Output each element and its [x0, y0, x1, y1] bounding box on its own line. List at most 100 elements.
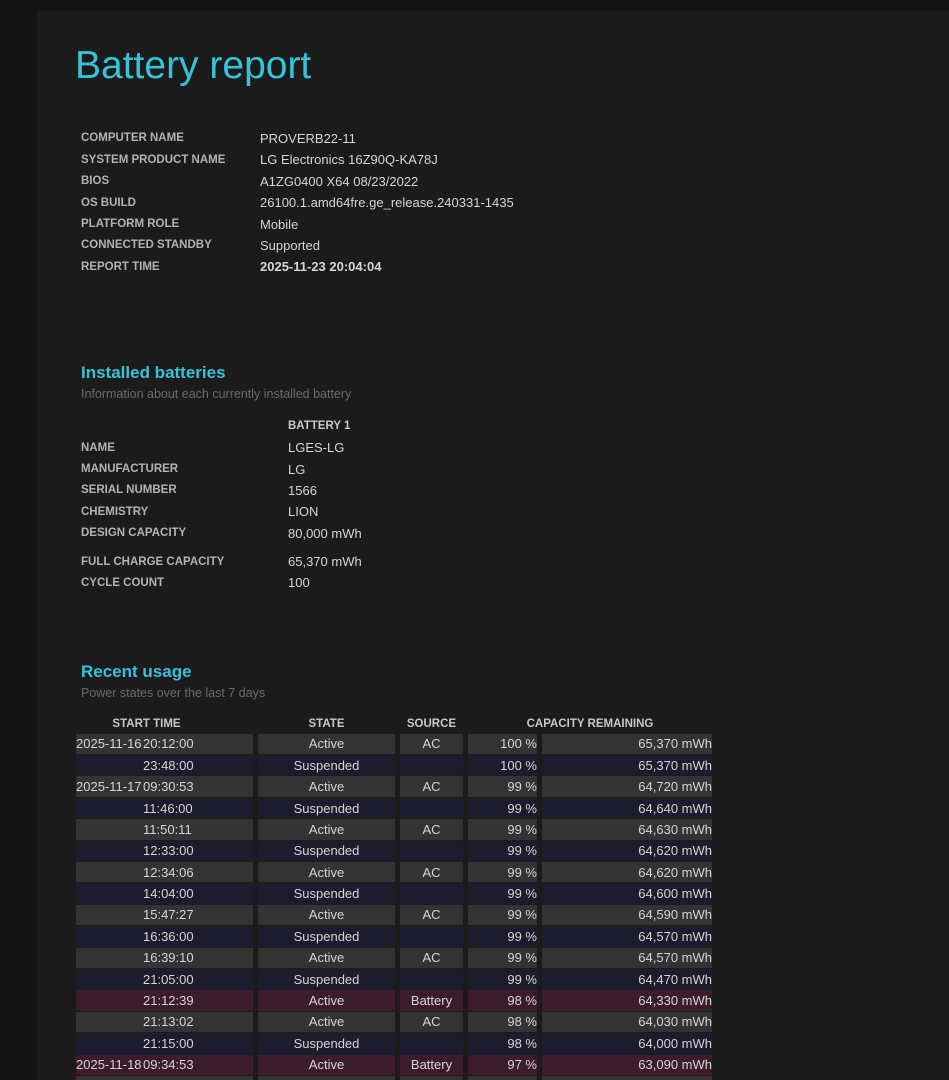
usage-date: 2025-11-18	[76, 1057, 142, 1073]
battery-column-header: BATTERY 1	[288, 420, 351, 433]
usage-cell-start-time: 12:34:06	[76, 862, 253, 883]
usage-cell-percent: 98 %	[468, 1011, 537, 1033]
usage-cell-percent: 97 %	[468, 1054, 537, 1075]
usage-cell-source: AC	[400, 733, 463, 755]
usage-rows: 2025-11-1620:12:00 Active AC 100 % 65,370 mW…	[76, 733, 712, 1080]
usage-row: 23:48:00 Suspended 100 % 65,370 mWh	[76, 755, 712, 776]
usage-cell-source	[400, 840, 463, 861]
usage-cell-start-time: 16:36:00	[76, 926, 253, 947]
usage-cell-start-time: 12:33:00	[76, 840, 253, 861]
usage-cell-mwh: 64,330 mWh	[542, 990, 712, 1011]
usage-cell-mwh: 64,000 mWh	[542, 1033, 712, 1054]
usage-header-row: START TIME STATE SOURCE CAPACITY REMAINI…	[76, 715, 712, 733]
usage-time: 21:13:02	[143, 1014, 194, 1030]
usage-cell-mwh: 63,090 mWh	[542, 1054, 712, 1075]
usage-cell-source: Battery	[400, 1054, 463, 1075]
usage-cell-source: AC	[400, 1011, 463, 1033]
usage-cell-mwh: 64,620 mWh	[542, 840, 712, 861]
usage-cell-percent: 98 %	[468, 990, 537, 1011]
usage-row: 14:04:00 Suspended 99 % 64,600 mWh	[76, 883, 712, 904]
system-info-row: COMPUTER NAME PROVERB22-11	[81, 128, 949, 149]
usage-cell-start-time: 2025-11-1809:34:53	[76, 1054, 253, 1075]
usage-row: 21:12:39 Active Battery 98 % 64,330 mWh	[76, 990, 712, 1011]
usage-row: 2025-11-1809:34:53 Active Battery 97 % 63,09…	[76, 1054, 712, 1075]
usage-cell-state: Active	[258, 1054, 395, 1075]
usage-date: 2025-11-16	[76, 736, 142, 752]
usage-cell-percent: 98 %	[468, 1033, 537, 1054]
usage-cell-state: Suspended	[258, 1033, 395, 1054]
usage-time: 09:34:53	[143, 1057, 194, 1073]
usage-cell-mwh	[542, 1075, 712, 1080]
usage-cell-source	[400, 968, 463, 990]
battery-info-label: FULL CHARGE CAPACITY	[81, 555, 225, 568]
column-header-state: STATE	[308, 717, 345, 730]
column-header-capacity-remaining: CAPACITY REMAINING	[526, 717, 654, 730]
usage-cell-state: Active	[258, 862, 395, 883]
usage-cell-source: AC	[400, 819, 463, 840]
usage-cell-start-time: 15:47:27	[76, 904, 253, 926]
info-label: REPORT TIME	[81, 260, 160, 273]
usage-cell-mwh: 64,620 mWh	[542, 862, 712, 883]
usage-cell-source	[400, 1075, 463, 1080]
usage-cell-source: AC	[400, 947, 463, 968]
usage-cell-percent: 99 %	[468, 883, 537, 904]
usage-cell-percent: 99 %	[468, 840, 537, 861]
usage-cell-mwh: 64,570 mWh	[542, 926, 712, 947]
info-value: LG Electronics 16Z90Q-KA78J	[260, 152, 438, 168]
info-label: OS BUILD	[81, 196, 136, 209]
info-label: SYSTEM PRODUCT NAME	[81, 153, 226, 166]
installed-batteries-subtitle: Information about each currently install…	[81, 386, 352, 401]
usage-cell-start-time: 2025-11-1709:30:53	[76, 776, 253, 797]
system-info-row: BIOS A1ZG0400 X64 08/23/2022	[81, 171, 949, 192]
usage-cell-state: Suspended	[258, 883, 395, 904]
usage-time: 21:12:39	[143, 993, 194, 1009]
info-value: PROVERB22-11	[260, 130, 356, 146]
usage-cell-mwh: 64,030 mWh	[542, 1011, 712, 1033]
battery-info-value: 65,370 mWh	[288, 554, 362, 570]
recent-usage-subtitle: Power states over the last 7 days	[81, 685, 266, 700]
usage-row: 12:34:06 Active AC 99 % 64,620 mWh	[76, 862, 712, 883]
usage-time: 16:39:10	[143, 950, 194, 966]
recent-usage-heading: Recent usage	[81, 661, 192, 681]
usage-cell-percent: 99 %	[468, 819, 537, 840]
installed-batteries-table: BATTERY 1 NAME LGES-LG MANUFACTURER LG SERIA…	[81, 416, 949, 594]
battery-info-value: 100	[288, 575, 310, 591]
system-info-row: SYSTEM PRODUCT NAME LG Electronics 16Z90Q…	[81, 149, 949, 170]
battery-info-label: DESIGN CAPACITY	[81, 527, 187, 540]
usage-row: 15:47:27 Active AC 99 % 64,590 mWh	[76, 904, 712, 926]
usage-cell-source	[400, 1033, 463, 1054]
usage-time: 11:50:11	[143, 821, 192, 837]
system-info-row: PLATFORM ROLE Mobile	[81, 213, 949, 234]
usage-cell-start-time: 2025-11-1620:12:00	[76, 733, 253, 755]
battery-info-row: MANUFACTURER LG	[81, 458, 949, 479]
usage-cell-state: Suspended	[258, 755, 395, 776]
usage-cell-mwh: 64,630 mWh	[542, 819, 712, 840]
usage-cell-source: AC	[400, 862, 463, 883]
usage-cell-state: Active	[258, 990, 395, 1011]
usage-cell-mwh: 64,640 mWh	[542, 797, 712, 819]
battery-info-row: NAME LGES-LG	[81, 437, 949, 458]
usage-cell-percent: 99 %	[468, 862, 537, 883]
usage-row: 16:36:00 Suspended 99 % 64,570 mWh	[76, 926, 712, 947]
info-label: BIOS	[81, 175, 110, 188]
usage-time: 15:47:27	[143, 907, 194, 923]
usage-row: 21:15:00 Suspended 98 % 64,000 mWh	[76, 1033, 712, 1054]
usage-cell-state: Suspended	[258, 797, 395, 819]
usage-cell-state: Active	[258, 947, 395, 968]
usage-cell-percent: 99 %	[468, 947, 537, 968]
battery-column-header-row: BATTERY 1	[81, 416, 949, 437]
usage-time: 14:04:00	[143, 886, 194, 902]
usage-cell-percent: 100 %	[468, 755, 537, 776]
usage-cell-start-time: 11:46:00	[76, 797, 253, 819]
usage-cell-start-time: 16:39:10	[76, 947, 253, 968]
usage-row: 21:13:02 Active AC 98 % 64,030 mWh	[76, 1011, 712, 1033]
usage-cell-percent: 99 %	[468, 968, 537, 990]
usage-cell-start-time: 21:05:00	[76, 968, 253, 990]
usage-row: 16:39:10 Active AC 99 % 64,570 mWh	[76, 947, 712, 968]
info-value: 26100.1.amd64fre.ge_release.240331-1435	[260, 195, 514, 211]
usage-time: 09:30:53	[143, 779, 194, 795]
battery-info-label: CYCLE COUNT	[81, 576, 165, 589]
system-info-row: REPORT TIME 2025-11-23 20:04:04	[81, 256, 949, 277]
usage-cell-mwh: 64,720 mWh	[542, 776, 712, 797]
info-label: PLATFORM ROLE	[81, 218, 180, 231]
